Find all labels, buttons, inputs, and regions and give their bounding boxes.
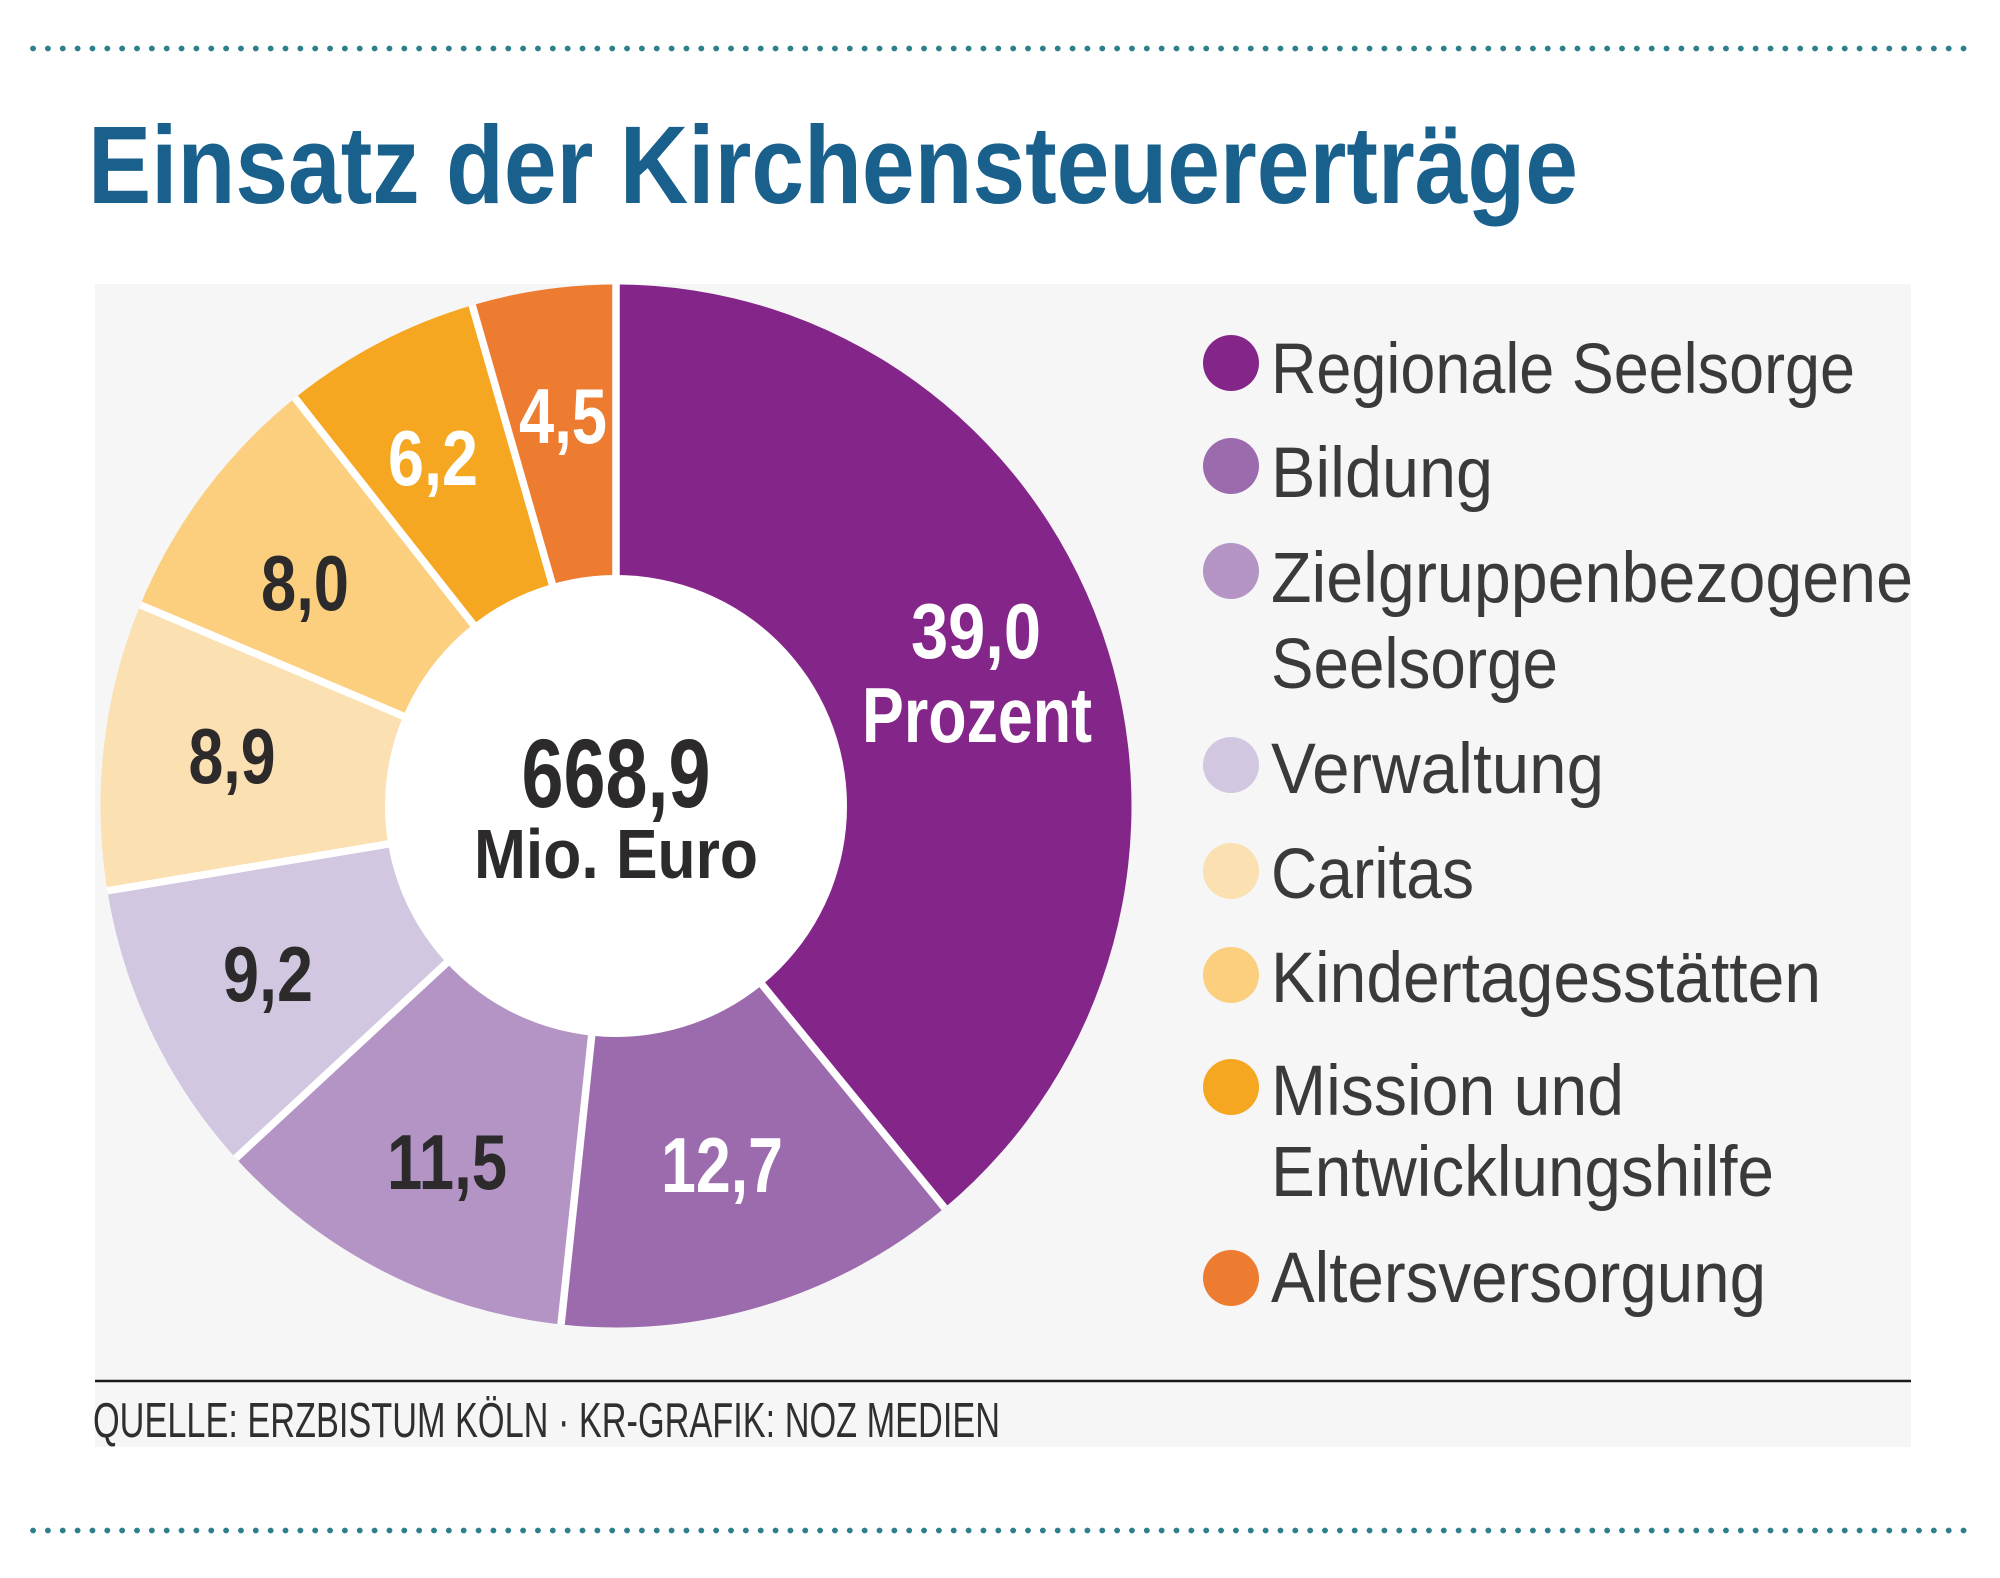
svg-text:39,0: 39,0 [911,587,1041,675]
svg-text:8,0: 8,0 [261,539,349,627]
svg-text:4,5: 4,5 [519,372,607,460]
svg-text:9,2: 9,2 [223,930,313,1018]
svg-text:8,9: 8,9 [189,712,276,800]
svg-text:Caritas: Caritas [1271,835,1474,914]
svg-text:Regionale Seelsorge: Regionale Seelsorge [1271,330,1855,409]
svg-text:12,7: 12,7 [661,1121,783,1209]
svg-text:Einsatz der Kirchensteuererträ: Einsatz der Kirchensteuererträge [88,104,1578,227]
svg-text:Mission und: Mission und [1271,1052,1624,1131]
svg-text:Kindertagesstätten: Kindertagesstätten [1271,939,1821,1018]
svg-text:Zielgruppenbezogene: Zielgruppenbezogene [1271,539,1913,618]
svg-text:11,5: 11,5 [387,1118,507,1206]
svg-text:Entwicklungshilfe: Entwicklungshilfe [1271,1133,1774,1212]
svg-text:Seelsorge: Seelsorge [1271,625,1558,704]
svg-text:Verwaltung: Verwaltung [1271,730,1604,809]
svg-text:Altersversorgung: Altersversorgung [1271,1239,1766,1318]
svg-text:Mio. Euro: Mio. Euro [474,815,758,893]
svg-text:6,2: 6,2 [388,414,478,502]
svg-text:QUELLE: ERZBISTUM KÖLN · KR-GR: QUELLE: ERZBISTUM KÖLN · KR-GRAFIK: NOZ … [93,1394,1000,1448]
svg-text:Bildung: Bildung [1271,434,1493,513]
svg-text:668,9: 668,9 [522,719,711,828]
svg-text:Prozent: Prozent [862,671,1092,759]
